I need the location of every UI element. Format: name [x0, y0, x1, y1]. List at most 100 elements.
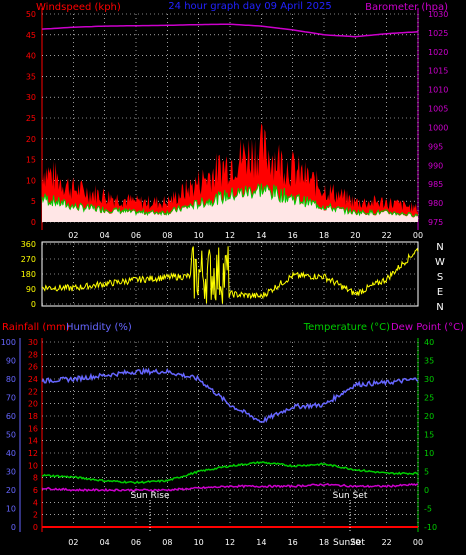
- humidity-tick-label: 60: [6, 412, 16, 421]
- barometer-tick-label: 990: [428, 161, 443, 170]
- direction-left-ticks: 360 270 180 90 0: [21, 240, 36, 309]
- rain-tick-label: 30: [28, 338, 38, 347]
- humidity-tick-label: 80: [6, 375, 16, 384]
- rain-tick-label: 2: [33, 511, 38, 520]
- wind-average-line: [41, 183, 419, 218]
- hour-label: 12: [225, 231, 235, 240]
- rain-tick-label: 20: [28, 400, 38, 409]
- temperature-axis-title: Temperature (°C): [303, 322, 390, 333]
- rain-tick-label: 8: [33, 474, 38, 483]
- sunset-axis-label: SunSet: [333, 538, 365, 548]
- windspeed-axis-title: Windspeed (kph): [36, 2, 121, 13]
- barometer-tick-label: 1000: [428, 123, 448, 132]
- hour-label: 00: [413, 231, 423, 240]
- humidity-line: [41, 367, 419, 423]
- barometer-tick-label: 1010: [428, 86, 448, 95]
- temperature-tick-label: -5: [424, 505, 432, 514]
- temperature-tick-label: 30: [424, 375, 434, 384]
- hour-label: 10: [194, 231, 204, 240]
- humidity-tick-label: 100: [1, 338, 16, 347]
- hour-label: 22: [382, 231, 392, 240]
- barometer-tick-label: 985: [428, 180, 443, 189]
- hour-label: 20: [350, 231, 360, 240]
- hour-label: 06: [131, 538, 141, 547]
- compass-label: W: [435, 257, 445, 268]
- direction-tick-label: 360: [21, 240, 36, 249]
- direction-tick-label: 180: [21, 270, 36, 279]
- wind-gust-area: [42, 123, 418, 222]
- temperature-tick-label: 10: [424, 449, 434, 458]
- hour-label: 16: [288, 231, 298, 240]
- barometer-tick-label: 1005: [428, 105, 448, 114]
- hour-label: 14: [256, 231, 266, 240]
- rain-tick-label: 12: [28, 449, 38, 458]
- temperature-tick-label: 20: [424, 412, 434, 421]
- chart-title: 24 hour graph day 09 April 2025: [168, 1, 331, 12]
- rain-tick-label: 0: [33, 523, 38, 532]
- temperature-tick-label: -10: [424, 523, 437, 532]
- wind-tick-label: 20: [26, 135, 36, 144]
- temperature-tick-label: 40: [424, 338, 434, 347]
- hour-label: 10: [194, 538, 204, 547]
- humidity-tick-label: 50: [6, 431, 16, 440]
- hour-label: 00: [413, 538, 423, 547]
- hour-label: 04: [100, 538, 110, 547]
- humidity-tick-label: 20: [6, 486, 16, 495]
- barometer-right-ticks: 1030 1025 1020 1015 1010 1005 1000 995 990 985 980…: [428, 10, 448, 227]
- rain-tick-label: 16: [28, 424, 38, 433]
- hour-label: 18: [319, 538, 329, 547]
- rain-tick-label: 24: [28, 375, 38, 384]
- compass-label: N: [436, 242, 443, 253]
- wind-tick-label: 35: [26, 72, 36, 81]
- temperature-hours-axis: 02 04 06 08 10 12 14 16 18 20 22 00: [68, 538, 423, 547]
- wind-tick-label: 10: [26, 176, 36, 185]
- wind-series: [41, 123, 419, 222]
- barometer-tick-label: 1015: [428, 67, 448, 76]
- wind-tick-label: 25: [26, 114, 36, 123]
- temperature-tick-label: 25: [424, 394, 434, 403]
- rain-tick-label: 26: [28, 363, 38, 372]
- humidity-tick-label: 90: [6, 357, 16, 366]
- temperature-tick-label: 5: [424, 468, 429, 477]
- rain-tick-label: 6: [33, 486, 38, 495]
- hour-label: 18: [319, 231, 329, 240]
- barometer-tick-label: 1020: [428, 48, 448, 57]
- hour-label: 20: [350, 538, 360, 547]
- hour-label: 14: [256, 538, 266, 547]
- rain-tick-label: 18: [28, 412, 38, 421]
- temperature-tick-label: 0: [424, 486, 429, 495]
- compass-label: E: [437, 287, 443, 298]
- temperature-tick-label: 35: [424, 357, 434, 366]
- direction-tick-label: 270: [21, 255, 36, 264]
- barometer-tick-label: 1030: [428, 10, 448, 19]
- rain-tick-label: 28: [28, 350, 38, 359]
- barometer-axis-title: Barometer (hpa): [365, 2, 448, 13]
- hour-label: 12: [225, 538, 235, 547]
- rain-tick-label: 22: [28, 387, 38, 396]
- rainfall-axis-title: Rainfall (mm): [2, 322, 70, 333]
- direction-tick-label: 90: [26, 285, 36, 294]
- rain-tick-label: 10: [28, 461, 38, 470]
- sunset-label: Sun Set: [333, 491, 368, 501]
- hour-label: 06: [131, 231, 141, 240]
- compass-label: S: [437, 272, 443, 283]
- wind-tick-label: 0: [31, 218, 36, 227]
- humidity-tick-label: 10: [6, 505, 16, 514]
- humidity-tick-label: 40: [6, 449, 16, 458]
- wind-tick-label: 30: [26, 93, 36, 102]
- hour-label: 02: [68, 538, 78, 547]
- rain-tick-label: 4: [33, 498, 38, 507]
- humidity-tick-label: 70: [6, 394, 16, 403]
- compass-label: N: [436, 302, 443, 313]
- rain-tick-label: 14: [28, 437, 38, 446]
- hour-label: 16: [288, 538, 298, 547]
- humidity-axis-title: Humidity (%): [66, 322, 132, 333]
- humidity-tick-label: 0: [11, 523, 16, 532]
- wind-hours-axis: 02 04 06 08 10 12 14 16 18 20 22 00: [68, 231, 423, 240]
